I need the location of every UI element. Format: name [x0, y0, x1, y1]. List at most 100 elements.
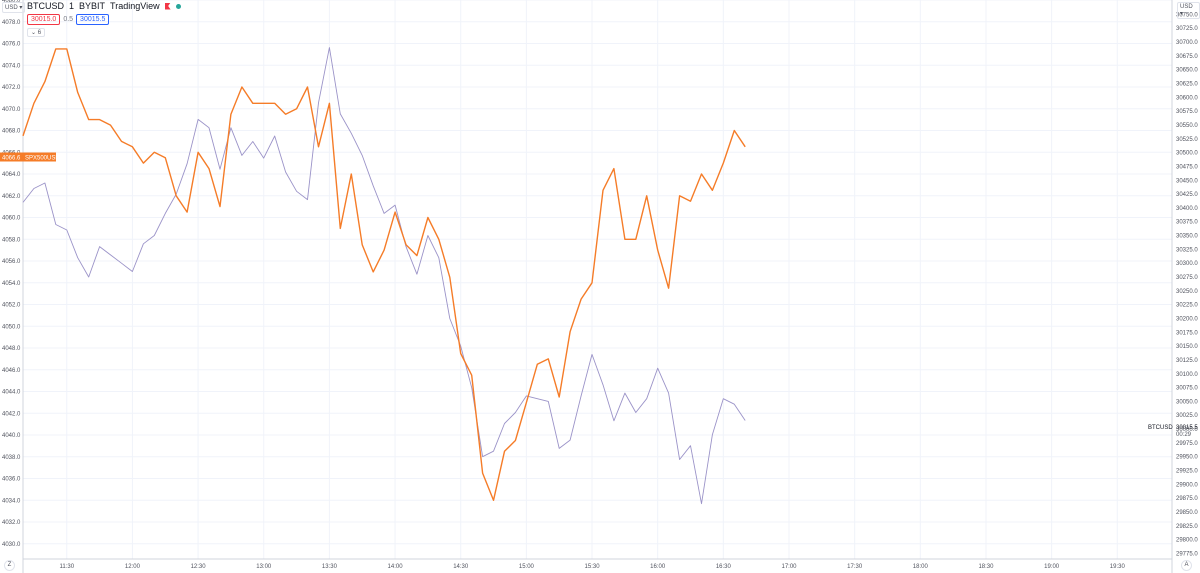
buy-price-box[interactable]: 30015.5 — [76, 14, 110, 25]
left-axis-tick-label: 4060.0 — [2, 216, 21, 222]
left-axis-tick-label: 4058.0 — [2, 237, 21, 243]
right-axis-tick-label: 30650.0 — [1176, 68, 1198, 74]
chart-grid — [23, 0, 1172, 559]
time-axis-tick-label: 14:00 — [388, 564, 404, 570]
left-axis-tick-label: 4078.0 — [2, 20, 21, 26]
right-axis-tick-label: 29875.0 — [1176, 496, 1198, 502]
interval-label[interactable]: 1 — [69, 1, 75, 11]
flag-icon[interactable] — [164, 2, 171, 10]
btc-last-price-label: BTCUSD 30015.5 00:29 — [1148, 425, 1198, 438]
left-axis-tick-label: 4068.0 — [2, 129, 21, 135]
right-axis-tick-label: 30300.0 — [1176, 261, 1198, 267]
right-axis-tick-label: 30575.0 — [1176, 109, 1198, 115]
auto-scale-label: A — [1184, 562, 1189, 568]
right-axis-tick-label: 30075.0 — [1176, 386, 1198, 392]
status-dot-icon — [175, 3, 181, 9]
right-axis-tick-label: 30025.0 — [1176, 413, 1198, 419]
source-label: TradingView — [110, 1, 160, 11]
exchange-label: BYBIT — [79, 1, 106, 11]
time-axis-tick-label: 15:30 — [585, 564, 601, 570]
time-axis-tick-label: 19:30 — [1110, 564, 1126, 570]
auto-scale-button[interactable]: A — [1181, 560, 1192, 571]
right-axis-tick-label: 30700.0 — [1176, 40, 1198, 46]
btc-bar-countdown: 00:29 — [1176, 432, 1192, 438]
spx500-line[interactable] — [22, 48, 746, 501]
time-axis-tick-label: 18:30 — [978, 564, 994, 570]
right-price-axis[interactable]: 30750.0 30725.0 30700.0 30675.0 30650.0 30625… — [1176, 12, 1198, 557]
left-axis-tick-label: 4034.0 — [2, 498, 21, 504]
right-axis-tick-label: 30225.0 — [1176, 303, 1198, 309]
left-axis-tick-label: 4074.0 — [2, 63, 21, 69]
left-axis-tick-label: 4040.0 — [2, 433, 21, 439]
right-axis-tick-label: 29950.0 — [1176, 455, 1198, 461]
spx-series-name: SPX500USD — [25, 156, 60, 162]
right-axis-tick-label: 30125.0 — [1176, 358, 1198, 364]
time-axis-tick-label: 15:00 — [519, 564, 535, 570]
left-axis-tick-label: 4070.0 — [2, 107, 21, 113]
time-axis-tick-label: 11:30 — [59, 564, 74, 570]
left-price-axis[interactable]: 4080.04078.04076.04074.04072.04070.04068… — [2, 0, 21, 548]
left-axis-tick-label: 4050.0 — [2, 324, 21, 330]
right-axis-tick-label: 30675.0 — [1176, 54, 1198, 60]
left-axis-tick-label: 4038.0 — [2, 455, 21, 461]
left-unit-selector[interactable]: USD ▾ — [2, 2, 26, 13]
left-axis-tick-label: 4072.0 — [2, 85, 21, 91]
right-axis-tick-label: 30100.0 — [1176, 372, 1198, 378]
right-axis-tick-label: 30750.0 — [1176, 12, 1198, 18]
left-axis-tick-label: 4032.0 — [2, 520, 21, 526]
right-axis-tick-label: 30500.0 — [1176, 151, 1198, 157]
time-axis-tick-label: 17:30 — [847, 564, 863, 570]
time-axis-tick-label: 12:30 — [191, 564, 207, 570]
sell-price-box[interactable]: 30015.0 — [27, 14, 61, 25]
left-axis-tick-label: 4030.0 — [2, 542, 21, 548]
left-axis-tick-label: 4076.0 — [2, 42, 21, 48]
left-axis-tick-label: 4046.0 — [2, 368, 21, 374]
btc-last-price: 30015.5 — [1176, 425, 1198, 431]
time-axis-tick-label: 18:00 — [913, 564, 929, 570]
chevron-down-icon: ⌄ — [31, 30, 37, 36]
right-axis-tick-label: 30275.0 — [1176, 275, 1198, 281]
time-axis[interactable]: 11:30 12:00 12:30 13:00 13:30 14:00 14:30 15:00… — [59, 564, 1125, 570]
right-axis-tick-label: 30625.0 — [1176, 81, 1198, 87]
left-axis-tick-label: 4036.0 — [2, 477, 21, 483]
right-axis-tick-label: 29775.0 — [1176, 551, 1198, 557]
left-axis-tick-label: 4048.0 — [2, 346, 21, 352]
indicators-count: 6 — [37, 30, 42, 36]
right-axis-tick-label: 30050.0 — [1176, 399, 1198, 405]
right-axis-tick-label: 30600.0 — [1176, 95, 1198, 101]
time-axis-tick-label: 12:00 — [125, 564, 141, 570]
right-axis-tick-label: 30350.0 — [1176, 234, 1198, 240]
time-axis-tick-label: 14:30 — [453, 564, 469, 570]
left-axis-tick-label: 4054.0 — [2, 281, 21, 287]
right-axis-tick-label: 29825.0 — [1176, 524, 1198, 530]
right-axis-tick-label: 30425.0 — [1176, 192, 1198, 198]
left-axis-tick-label: 4062.0 — [2, 194, 21, 200]
right-axis-tick-label: 30725.0 — [1176, 26, 1198, 32]
right-axis-tick-label: 30150.0 — [1176, 344, 1198, 350]
right-axis-tick-label: 30375.0 — [1176, 220, 1198, 226]
right-axis-tick-label: 30525.0 — [1176, 137, 1198, 143]
left-axis-tick-label: 4044.0 — [2, 390, 21, 396]
left-axis-tick-label: 4042.0 — [2, 411, 21, 417]
indicators-collapse-button[interactable]: ⌄ 6 — [27, 28, 46, 37]
zoom-button[interactable]: Z — [4, 560, 15, 571]
right-axis-tick-label: 30450.0 — [1176, 178, 1198, 184]
right-axis-tick-label: 29900.0 — [1176, 482, 1198, 488]
right-axis-tick-label: 29975.0 — [1176, 441, 1198, 447]
right-axis-tick-label: 29925.0 — [1176, 469, 1198, 475]
right-unit-label: USD — [1180, 4, 1193, 10]
symbol-name[interactable]: BTCUSD — [27, 1, 65, 11]
right-unit-selector[interactable]: USD ▾ — [1177, 2, 1200, 19]
btcusd-line[interactable] — [22, 47, 746, 505]
time-axis-tick-label: 17:00 — [781, 564, 797, 570]
right-axis-tick-label: 30475.0 — [1176, 164, 1198, 170]
right-axis-tick-label: 30250.0 — [1176, 289, 1198, 295]
left-unit-label: USD — [5, 5, 18, 11]
right-axis-tick-label: 30200.0 — [1176, 316, 1198, 322]
series-lines — [22, 47, 746, 505]
time-axis-tick-label: 16:30 — [716, 564, 732, 570]
right-axis-tick-label: 29850.0 — [1176, 510, 1198, 516]
left-axis-tick-label: 4056.0 — [2, 259, 21, 265]
legend-values: 30015.0 0.5 30015.5 — [27, 14, 110, 25]
